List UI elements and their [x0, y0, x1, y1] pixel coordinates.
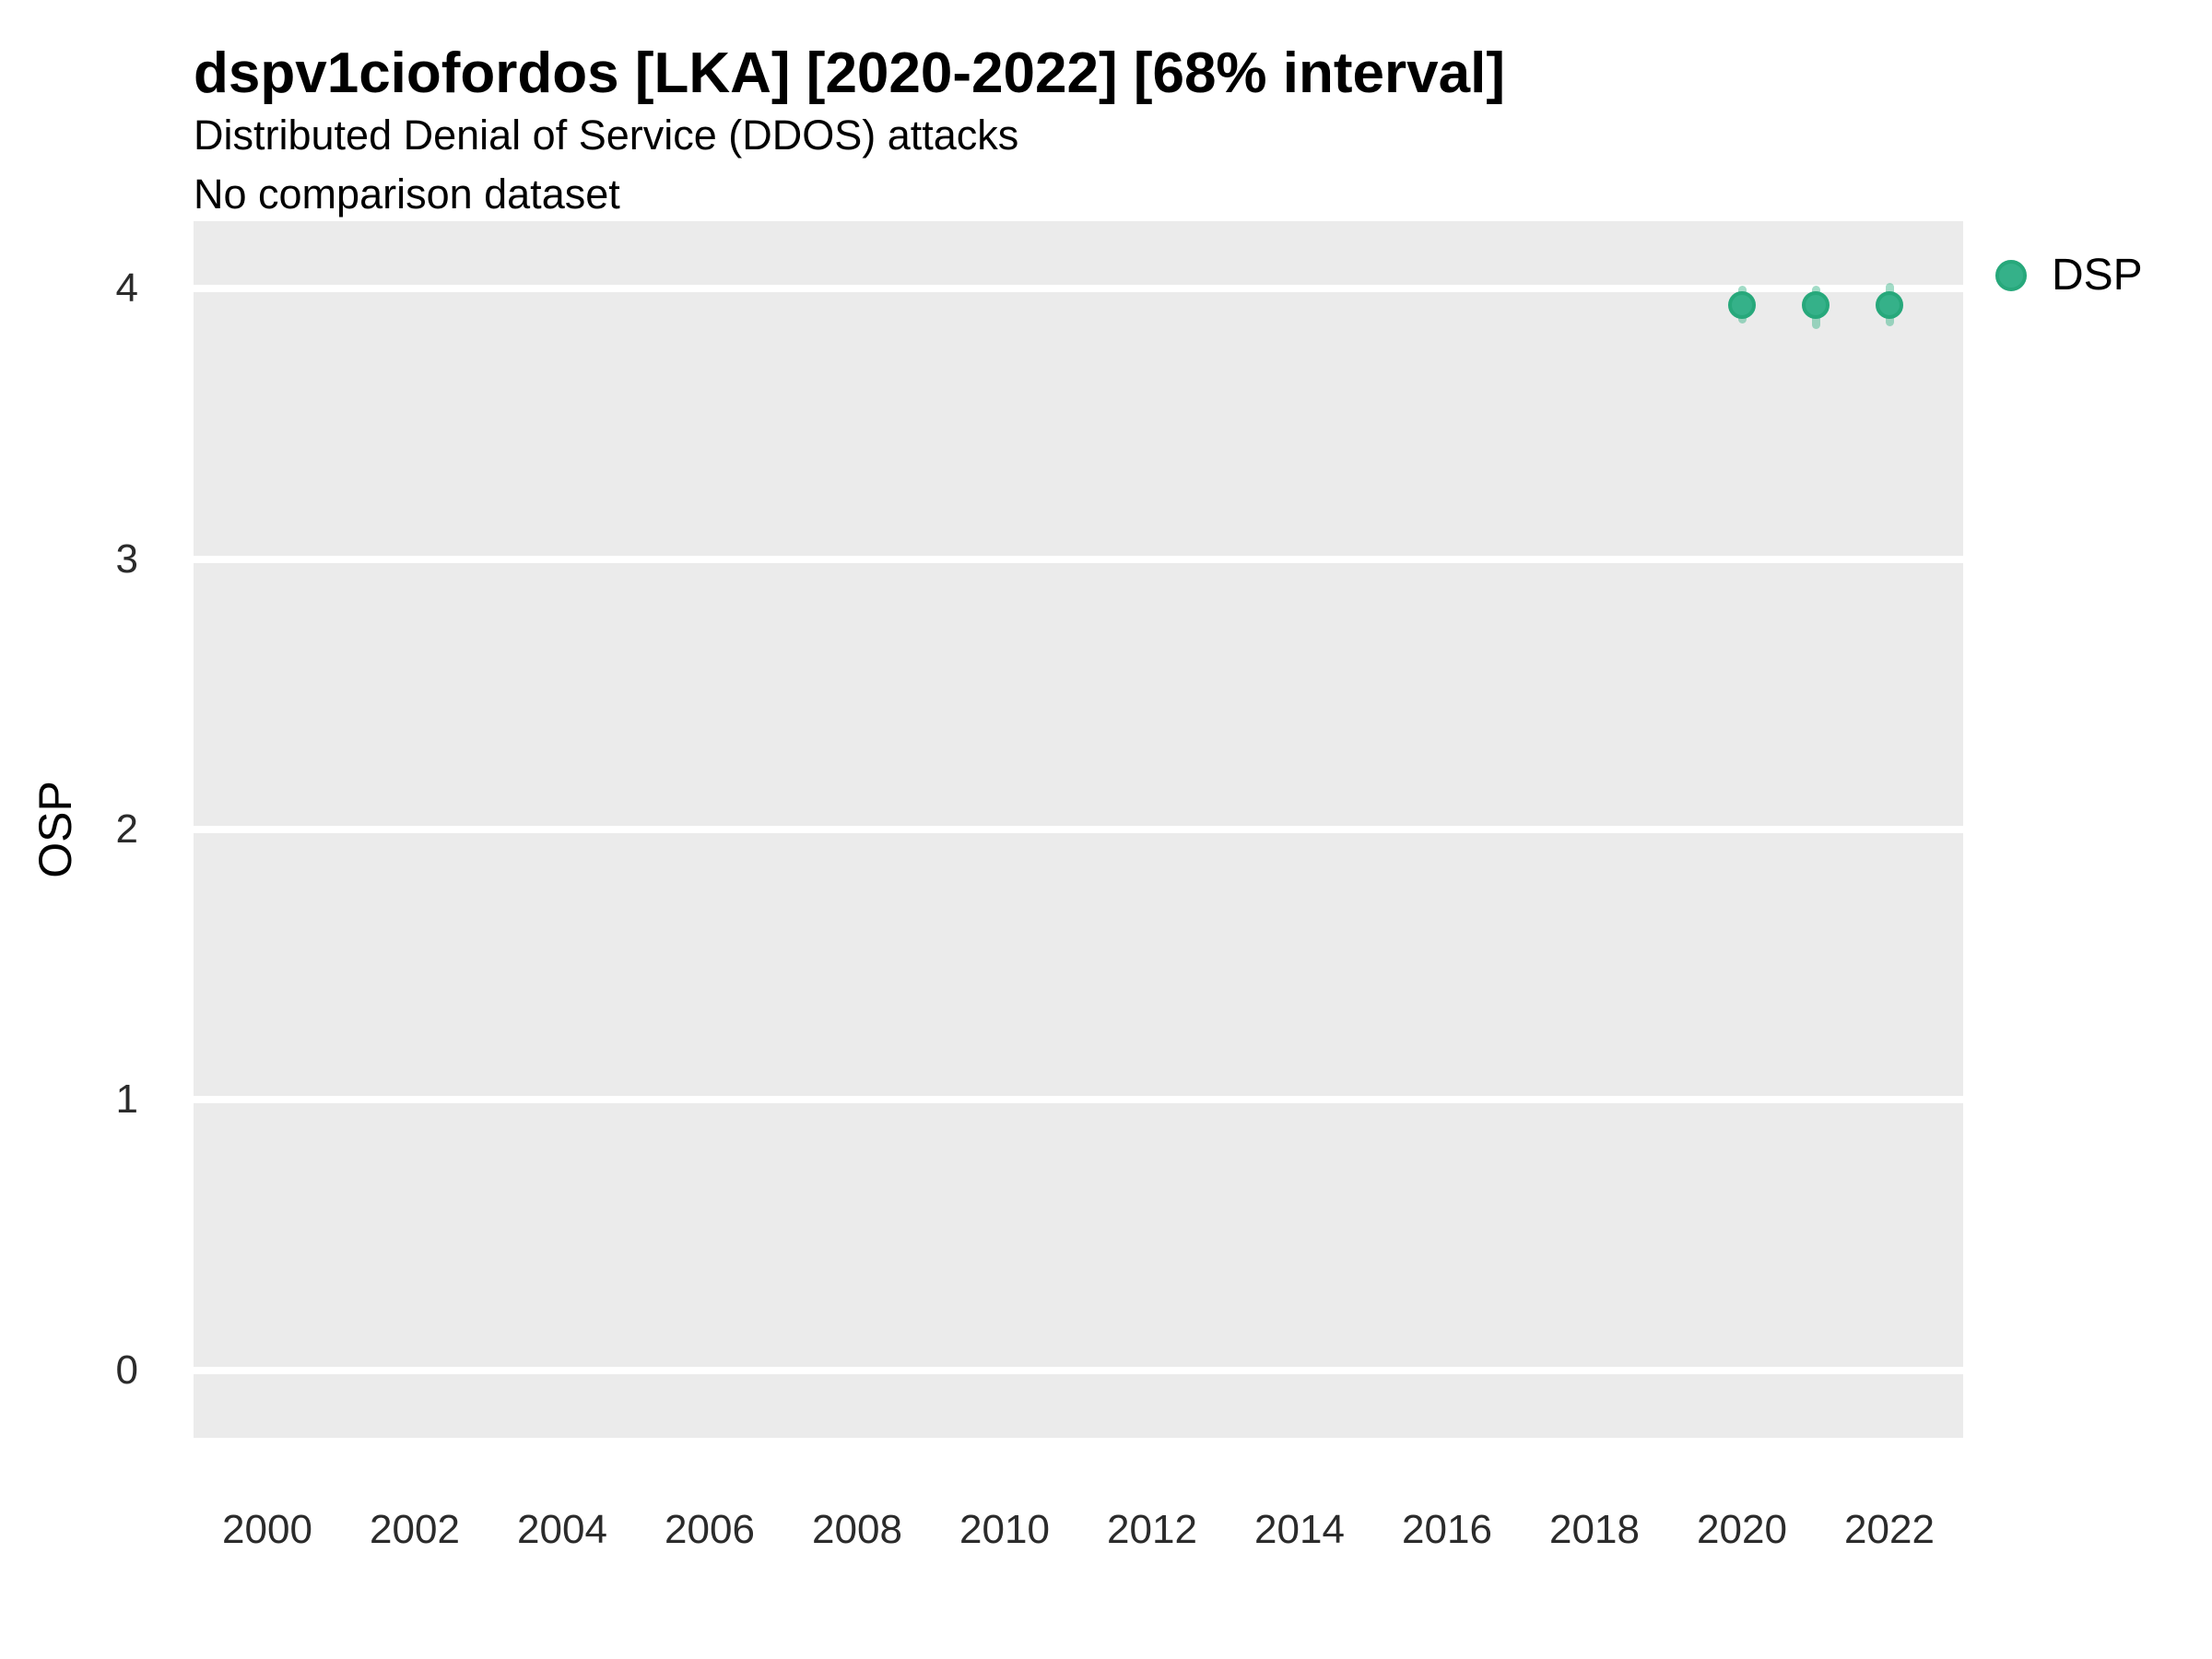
- x-tick-label: 2020: [1697, 1507, 1787, 1552]
- chart-title: dspv1ciofordos [LKA] [2020-2022] [68% in…: [194, 41, 1505, 105]
- y-tick-label: 1: [115, 1077, 138, 1123]
- data-point: [1876, 290, 1903, 319]
- y-gridline: [194, 285, 1963, 293]
- data-point: [1728, 290, 1756, 319]
- y-gridline: [194, 1366, 1963, 1374]
- y-tick-label: 4: [115, 265, 138, 312]
- x-tick-label: 2022: [1844, 1507, 1935, 1552]
- x-tick-label: 2000: [222, 1507, 312, 1552]
- y-tick-label: 3: [115, 535, 138, 582]
- y-gridline: [194, 826, 1963, 833]
- chart-note: No comparison dataset: [194, 171, 620, 218]
- x-tick-label: 2006: [665, 1507, 755, 1552]
- x-tick-label: 2008: [812, 1507, 902, 1552]
- legend-key-dot-icon: [1995, 260, 2027, 291]
- chart-subtitle: Distributed Denial of Service (DDOS) att…: [194, 112, 1019, 159]
- y-tick-label: 2: [115, 806, 138, 852]
- x-tick-label: 2002: [370, 1507, 460, 1552]
- x-tick-label: 2010: [959, 1507, 1050, 1552]
- y-gridline: [194, 555, 1963, 563]
- x-tick-label: 2016: [1402, 1507, 1492, 1552]
- x-tick-label: 2014: [1254, 1507, 1345, 1552]
- data-point: [1802, 290, 1830, 319]
- x-tick-label: 2012: [1107, 1507, 1197, 1552]
- y-tick-label: 0: [115, 1347, 138, 1393]
- x-tick-label: 2004: [517, 1507, 607, 1552]
- y-gridline: [194, 1096, 1963, 1104]
- x-tick-label: 2018: [1549, 1507, 1640, 1552]
- plot-panel: [194, 221, 1963, 1438]
- legend-label: DSP: [2052, 251, 2143, 300]
